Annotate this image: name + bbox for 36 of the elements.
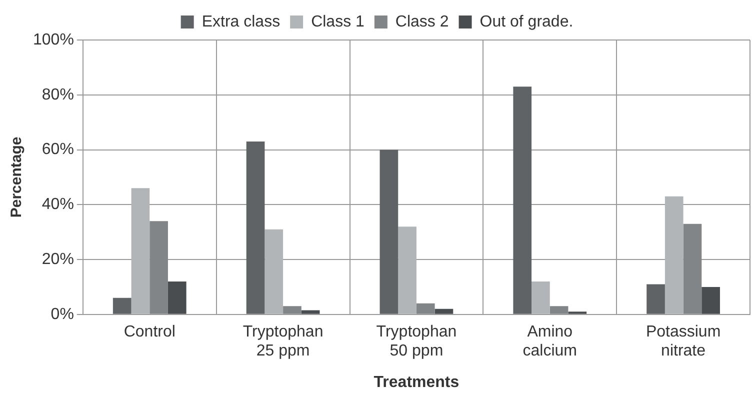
bar [246, 142, 265, 314]
bar [513, 86, 532, 314]
legend-label: Class 2 [395, 13, 449, 30]
bar [398, 226, 416, 314]
x-tick-label: Amino calcium [522, 323, 577, 360]
bar [283, 306, 302, 314]
bar [380, 150, 398, 314]
bar [112, 298, 132, 314]
y-tick-label: 0% [50, 306, 74, 323]
x-tick-label: Potassium nitrate [646, 323, 721, 360]
bar [301, 310, 320, 314]
x-tick-label: Tryptophan 50 ppm [376, 323, 457, 360]
bar [416, 303, 435, 314]
bar [434, 308, 454, 314]
y-tick-label: 60% [42, 141, 74, 158]
y-tick-label: 80% [42, 86, 74, 104]
y-tick-label: 20% [42, 250, 74, 268]
y-axis-title: Percentage [8, 136, 26, 218]
legend-label: Extra class [202, 13, 280, 30]
x-axis-title: Treatments [374, 374, 460, 391]
y-tick-label: 100% [33, 31, 74, 48]
legend-label: Class 1 [311, 13, 365, 30]
x-tick-label: Tryptophan 25 ppm [242, 323, 324, 360]
y-tick-label: 40% [42, 196, 74, 214]
legend-label: Out of grade. [480, 13, 574, 30]
x-tick-label: Control [124, 323, 176, 340]
bar [550, 306, 568, 314]
bar [264, 229, 284, 314]
bar [664, 196, 684, 314]
bar [532, 281, 550, 314]
bar [702, 286, 720, 314]
bar [683, 224, 702, 314]
bar [646, 284, 665, 314]
bar [168, 281, 186, 314]
bar [131, 188, 150, 314]
bar [150, 221, 168, 314]
